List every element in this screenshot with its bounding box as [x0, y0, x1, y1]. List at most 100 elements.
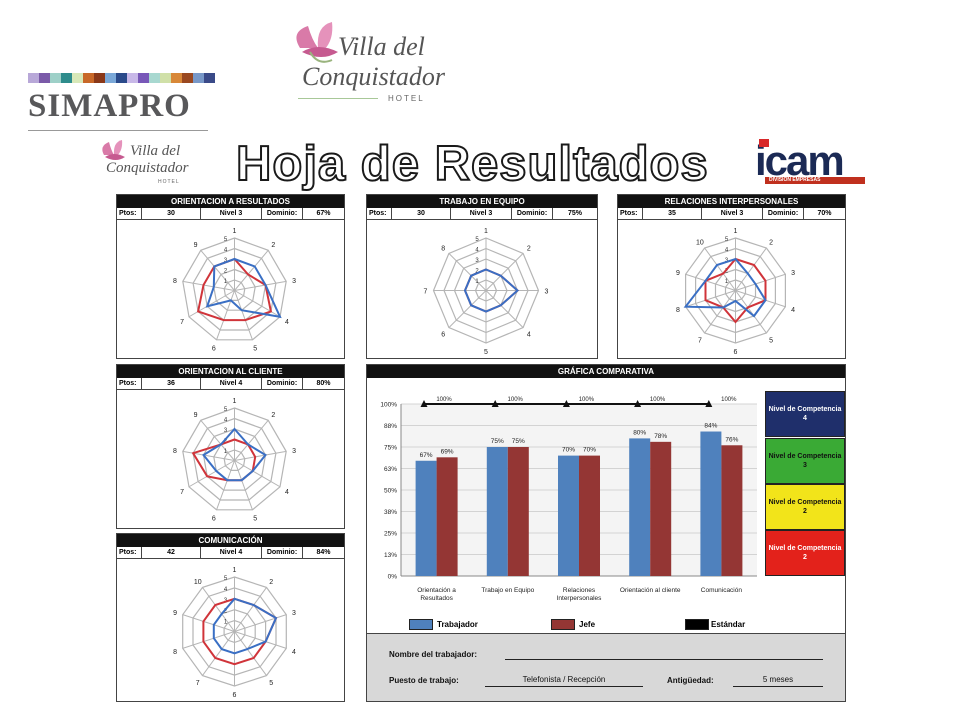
radar-spoke	[234, 614, 287, 632]
radar-chart: 1 2 3 4 5 6 7 8 9 1 2 3 4 5	[173, 398, 296, 522]
radar-spoke	[234, 631, 287, 649]
ptos-label: Ptos:	[369, 210, 387, 217]
legend-label-jefe: Jefe	[579, 620, 596, 629]
radar-spoke	[685, 273, 736, 291]
bar-jefe	[579, 455, 600, 576]
color-swatch	[182, 73, 193, 83]
radar-scale-label: 3	[224, 258, 228, 264]
dominio-label: Dominio:	[261, 208, 302, 219]
icam-logo: icam DIVISION EMPRESAS	[755, 137, 865, 188]
radar-spoke	[685, 290, 736, 308]
standard-data-label: 100%	[650, 397, 666, 403]
dominio-value: 70%	[803, 208, 845, 219]
radar-series-trabajador	[683, 257, 767, 318]
y-tick-label: 25%	[384, 531, 397, 538]
radar-axis-label: 7	[180, 489, 184, 496]
nivel-value: Nivel 3	[720, 210, 744, 217]
radar-spoke	[234, 631, 267, 676]
radar-spoke	[234, 460, 281, 488]
radar-axis-label: 2	[271, 242, 275, 249]
radar-spoke	[448, 253, 487, 291]
radar-spoke	[200, 249, 235, 291]
radar-axis-label: 8	[173, 448, 177, 455]
radar-axis-label: 5	[253, 345, 257, 352]
radar-spoke	[234, 587, 267, 632]
panel-relaciones-interpersonales: RELACIONES INTERPERSONALES Ptos: 35 Nivel 3…	[617, 194, 846, 359]
bar-data-label: 69%	[441, 448, 454, 455]
radar-axis-label: 6	[734, 349, 738, 356]
category-label: Resultados	[420, 595, 453, 602]
radar-axis-label: 6	[212, 345, 216, 352]
bar-trabajador	[415, 460, 437, 576]
legend-swatch-jefe	[551, 619, 575, 630]
decorative-color-bar	[28, 73, 215, 83]
legend-label-estandar: Estándar	[711, 620, 746, 629]
radar-axis-label: 1	[734, 228, 738, 235]
nombre-label: Nombre del trabajador:	[389, 650, 478, 659]
radar-axis-label: 1	[233, 398, 237, 405]
radar-axis-label: 9	[194, 242, 198, 249]
bar-trabajador	[558, 455, 579, 576]
radar-series-trabajador	[212, 597, 278, 655]
radar-spoke	[182, 450, 235, 461]
legend-swatch-trabajador	[409, 619, 433, 630]
radar-scale-label: 1	[224, 279, 228, 285]
ptos-label: Ptos:	[119, 549, 137, 556]
radar-spoke	[735, 247, 767, 291]
flower-icon	[296, 22, 338, 63]
category-label: Orientación a	[417, 587, 456, 594]
radar-axis-label: 1	[233, 567, 237, 574]
bar-data-label: 76%	[725, 436, 738, 443]
radar-axis-label: 2	[269, 579, 273, 586]
radar-axis-label: 8	[173, 278, 177, 285]
y-tick-label: 100%	[380, 402, 397, 409]
icam-logo-dot	[759, 139, 769, 147]
radar-axis-label: 2	[527, 246, 531, 253]
radar-spoke	[182, 631, 235, 649]
level-box-2b: Nivel de Competencia 2	[765, 530, 845, 576]
bar-data-label: 78%	[654, 433, 667, 440]
puesto-field[interactable]	[485, 686, 643, 687]
nombre-field[interactable]	[505, 659, 823, 660]
radar-spoke	[234, 460, 253, 511]
color-swatch	[94, 73, 105, 83]
category-label: Trabajo en Equipo	[481, 587, 534, 594]
panel-info-row: Ptos: 35 Nivel 3 Dominio: 70%	[618, 208, 845, 220]
bar-jefe	[436, 457, 458, 576]
radar-scale-label: 2	[725, 269, 729, 275]
dominio-label: Dominio:	[762, 208, 803, 219]
radar-spoke	[704, 247, 736, 291]
dominio-value: 75%	[552, 208, 597, 219]
color-swatch	[61, 73, 72, 83]
radar-scale-label: 1	[224, 620, 228, 626]
radar-spoke	[234, 290, 253, 341]
ptos-value: 42	[141, 547, 201, 558]
standard-marker	[562, 400, 570, 407]
dominio-label: Dominio:	[261, 378, 302, 389]
panel-comunicacion: COMUNICACIÓN Ptos: 42 Nivel 4 Dominio: 84% 1 2 3…	[116, 533, 345, 702]
radar-spoke	[704, 290, 736, 334]
antiguedad-field[interactable]	[733, 686, 823, 687]
page-title: Hoja de Resultados	[235, 136, 709, 192]
radar-axis-label: 9	[194, 412, 198, 419]
radar-axis-label: 3	[292, 448, 296, 455]
panel-title: ORIENTACION AL CLIENTE	[117, 365, 344, 378]
bar-trabajador	[700, 431, 722, 576]
radar-scale-label: 2	[224, 439, 228, 445]
radar-axis-label: 3	[545, 289, 549, 296]
radar-spoke	[188, 290, 235, 318]
hotel-logo-line3: HOTEL	[388, 94, 425, 103]
radar-axis-label: 6	[233, 692, 237, 699]
panel-orientacion-cliente: ORIENTACION AL CLIENTE Ptos: 36 Nivel 4 Domi…	[116, 364, 345, 529]
simapro-logo-text: SIMAPRO	[28, 88, 191, 124]
ptos-value: 35	[642, 208, 702, 219]
dominio-value: 84%	[302, 547, 344, 558]
legend-label-trabajador: Trabajador	[437, 620, 478, 629]
radar-grid-ring	[202, 428, 267, 491]
y-tick-label: 75%	[384, 445, 397, 452]
radar-spoke	[202, 631, 235, 676]
radar-axis-label: 7	[424, 289, 428, 296]
radar-grid-ring	[182, 237, 287, 341]
hotel-logo-line2: Conquistador	[302, 62, 446, 91]
radar-grid-ring	[192, 247, 277, 331]
